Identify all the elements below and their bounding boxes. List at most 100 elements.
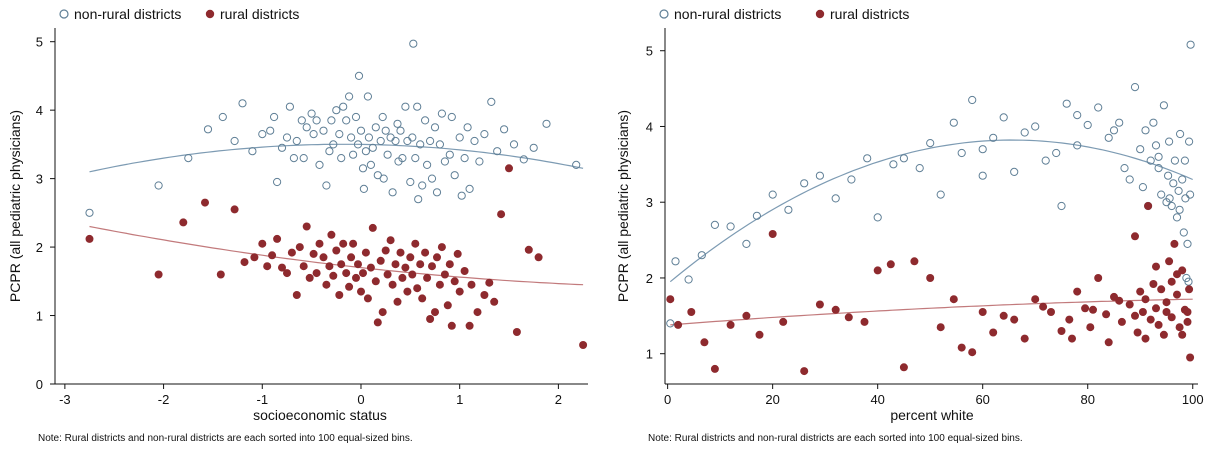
point-nonrural [465, 184, 474, 193]
point-rural [755, 330, 764, 339]
point-nonrural [401, 102, 410, 111]
point-rural [349, 239, 358, 248]
point-nonrural [873, 213, 882, 222]
point-nonrural [1115, 118, 1124, 127]
point-rural [1152, 262, 1160, 271]
point-nonrural [500, 125, 509, 134]
point-nonrural [1165, 194, 1174, 203]
fit-line-nonrural [89, 143, 584, 173]
point-nonrural [391, 136, 400, 146]
point-rural [258, 239, 267, 248]
point-nonrural [325, 147, 334, 156]
point-rural [450, 277, 459, 286]
y-tick-label: 1 [36, 309, 43, 324]
x-tick-label: -2 [158, 392, 170, 407]
point-rural [1173, 270, 1181, 279]
point-rural [230, 205, 239, 214]
point-rural [345, 282, 354, 291]
point-nonrural [381, 126, 390, 135]
point-rural [1131, 232, 1139, 241]
point-nonrural [1073, 141, 1082, 150]
point-nonrural [363, 92, 372, 101]
point-nonrural [335, 130, 344, 139]
point-nonrural [978, 145, 987, 154]
legend-label-rural: rural districts [220, 6, 299, 22]
point-nonrural [460, 154, 469, 163]
point-nonrural [409, 39, 418, 48]
point-nonrural [411, 154, 420, 163]
x-axis-label-left: socioeconomic status [253, 407, 387, 423]
point-nonrural [1020, 128, 1029, 137]
point-nonrural [1183, 239, 1192, 248]
point-nonrural [376, 136, 385, 146]
point-rural [250, 253, 259, 262]
point-nonrural [1083, 120, 1092, 130]
point-nonrural [388, 188, 397, 197]
point-rural [1178, 330, 1187, 339]
point-rural [742, 311, 751, 320]
point-rural [1057, 327, 1066, 335]
point-rural [1089, 305, 1097, 314]
legend: non-rural districts rural districts [59, 6, 299, 22]
point-nonrural [270, 112, 279, 122]
point-nonrural [154, 181, 163, 190]
point-nonrural [248, 147, 257, 156]
point-rural [505, 164, 513, 173]
point-rural [329, 271, 338, 280]
point-nonrural [1062, 99, 1071, 108]
point-rural [455, 287, 464, 296]
point-rural [366, 263, 375, 272]
point-nonrural [447, 112, 456, 122]
point-nonrural [339, 102, 348, 111]
point-rural [325, 262, 334, 271]
x-tick-label: 0 [357, 392, 364, 407]
points-right [666, 40, 1195, 376]
point-nonrural [684, 275, 693, 284]
point-rural [1173, 290, 1181, 299]
y-tick-label: 2 [36, 240, 43, 255]
point-rural [322, 280, 331, 289]
point-nonrural [1186, 190, 1195, 199]
point-nonrural [1104, 133, 1113, 142]
point-rural [1162, 298, 1171, 307]
point-nonrural [666, 319, 675, 328]
point-rural [201, 198, 209, 207]
point-nonrural [309, 130, 318, 139]
point-rural [154, 270, 163, 279]
point-rural [339, 239, 348, 248]
point-nonrural [509, 140, 519, 149]
point-nonrural [1154, 164, 1163, 173]
point-nonrural [432, 188, 442, 197]
point-nonrural [445, 150, 454, 159]
left-panel: non-rural districts rural districts -3 -2… [7, 6, 588, 444]
point-nonrural [1164, 171, 1173, 180]
point-rural [1183, 308, 1192, 316]
point-rural [1138, 308, 1147, 316]
point-nonrural [302, 123, 311, 132]
point-nonrural [203, 125, 213, 134]
point-nonrural [361, 147, 370, 156]
point-rural [305, 273, 314, 282]
point-nonrural [463, 123, 472, 132]
point-rural [283, 269, 291, 278]
point-nonrural [332, 106, 341, 115]
point-nonrural [450, 171, 459, 180]
point-rural [85, 234, 94, 243]
point-nonrural [1154, 152, 1163, 161]
point-rural [416, 260, 425, 269]
fit-line-nonrural [669, 139, 1193, 283]
point-nonrural [480, 130, 489, 139]
x-tick-label: -3 [59, 392, 71, 407]
point-nonrural [342, 116, 351, 125]
point-rural [1162, 308, 1171, 316]
point-rural [485, 278, 494, 287]
point-nonrural [327, 116, 336, 125]
point-nonrural [373, 171, 382, 180]
fit-lines-right [669, 139, 1193, 326]
point-rural [401, 263, 410, 272]
legend-marker-rural [205, 9, 215, 19]
legend-label-nonrural: non-rural districts [674, 6, 781, 22]
point-rural [453, 249, 462, 258]
point-nonrural [1170, 156, 1180, 165]
point-nonrural [403, 136, 412, 146]
